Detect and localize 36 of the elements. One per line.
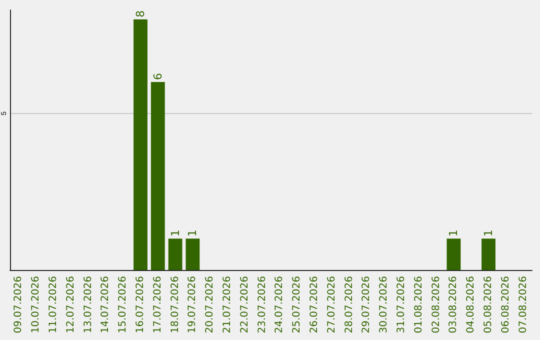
- x-tick-label: 24.07.2026: [274, 276, 286, 334]
- data-label: 6: [151, 73, 164, 80]
- x-tick-label: 20.07.2026: [204, 276, 216, 334]
- x-tick-label: 19.07.2026: [187, 276, 198, 334]
- x-tick-label: 21.07.2026: [222, 276, 233, 334]
- data-label: 1: [168, 230, 182, 237]
- x-tick-label: 06.08.2026: [500, 276, 512, 334]
- x-tick-label: 23.07.2026: [256, 276, 268, 334]
- x-tick-label: 11.07.2026: [48, 276, 59, 334]
- x-tick-label: 10.07.2026: [30, 276, 42, 334]
- x-tick-label: 18.07.2026: [170, 276, 181, 334]
- x-tick-label: 04.08.2026: [466, 276, 477, 334]
- x-tick-label: 05.08.2026: [483, 276, 494, 334]
- x-tick-label: 07.08.2026: [518, 276, 529, 334]
- x-tick-label: 27.07.2026: [326, 276, 338, 334]
- x-tick-label: 28.07.2026: [344, 276, 355, 334]
- x-tick-label: 09.07.2026: [13, 276, 24, 334]
- x-tick-label: 17.07.2026: [152, 276, 164, 334]
- data-label: 8: [134, 10, 147, 18]
- x-tick-label: 22.07.2026: [239, 276, 250, 334]
- data-label: 1: [482, 230, 495, 237]
- x-tick-label: 14.07.2026: [100, 276, 112, 334]
- x-tick-label: 12.07.2026: [65, 276, 76, 334]
- x-tick-label: 15.07.2026: [118, 276, 129, 334]
- x-tick-label: 25.07.2026: [292, 276, 303, 334]
- x-tick-label: 30.07.2026: [378, 276, 390, 334]
- x-tick-label: 29.07.2026: [361, 276, 372, 334]
- x-tick-label: 01.08.2026: [413, 276, 424, 334]
- x-tick-label: 03.08.2026: [448, 276, 460, 334]
- data-label: 1: [447, 230, 460, 237]
- data-label: 1: [186, 230, 200, 237]
- x-tick-label: 13.07.2026: [82, 276, 94, 334]
- x-tick-label: 16.07.2026: [135, 276, 146, 334]
- x-tick-label: 31.07.2026: [396, 276, 407, 334]
- x-tick-label: 26.07.2026: [309, 276, 320, 334]
- x-tick-label: 02.08.2026: [430, 276, 442, 334]
